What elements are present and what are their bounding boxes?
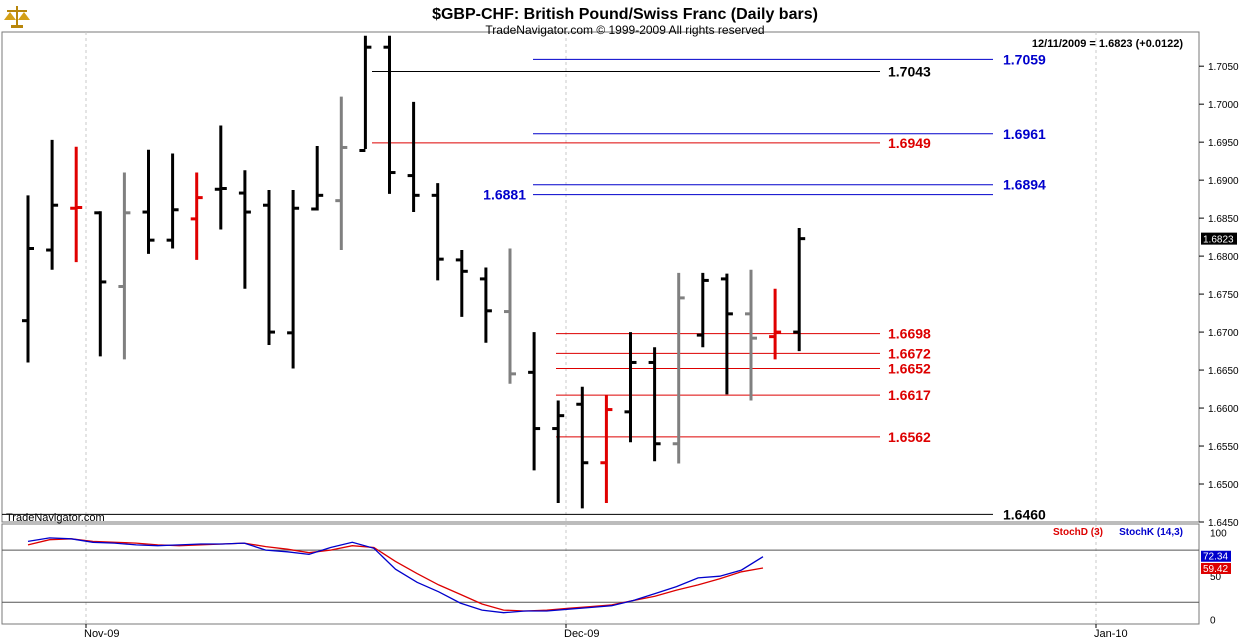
ohlc-bars (22, 35, 806, 509)
ohlc-bar (118, 172, 131, 360)
ohlc-bar (46, 139, 59, 270)
ohlc-bar (455, 250, 468, 317)
stoch-k-line (27, 537, 764, 614)
ohlc-bar (22, 195, 34, 363)
ohlc-bar (552, 400, 565, 504)
y-tick-label: 1.6650 (1208, 366, 1239, 377)
y-tick-label: 1.6700 (1208, 328, 1239, 339)
stoch-k-legend: StochK (14,3) (1119, 527, 1183, 538)
level-label: 1.7059 (1003, 51, 1046, 67)
level-label: 1.6460 (1003, 506, 1046, 522)
ohlc-bar (431, 183, 444, 281)
ohlc-bar (383, 35, 396, 194)
watermark: TradeNavigator.com (6, 512, 105, 524)
ohlc-bar (94, 211, 107, 357)
chart-title: $GBP-CHF: British Pound/Swiss Franc (Dai… (432, 6, 818, 23)
y-tick-label: 1.6550 (1208, 442, 1239, 453)
ohlc-bar (769, 288, 782, 360)
y-tick-label: 1.7050 (1208, 62, 1239, 73)
level-label: 1.6652 (888, 361, 931, 377)
y-tick-label: 1.6600 (1208, 404, 1239, 415)
ohlc-bar (166, 153, 179, 249)
ohlc-bar (311, 145, 324, 211)
ohlc-bar (504, 248, 516, 384)
last-quote: 12/11/2009 = 1.6823 (+0.0122) (1032, 38, 1183, 50)
x-tick-label: Nov-09 (84, 628, 119, 640)
y-tick-label: 1.7000 (1208, 100, 1239, 111)
stoch-d-legend: StochD (3) (1053, 527, 1103, 538)
stoch-d-value-box (1201, 562, 1231, 574)
price-levels: 1.7059 1.7043 1.6961 1.6949 1.6894 1.6881 1.66… (2, 51, 1046, 522)
ohlc-bar (479, 267, 492, 343)
ohlc-bar (648, 347, 661, 462)
level-label: 1.6698 (888, 326, 931, 342)
ohlc-bar (359, 35, 372, 153)
level-label: 1.6672 (888, 345, 931, 361)
indicator-panel-frame (1, 523, 1200, 625)
x-tick-label: Jan-10 (1094, 628, 1128, 640)
price-axis: 1.7050 1.7000 1.6950 1.6900 1.6850 1.6800 1.67… (1199, 62, 1239, 529)
stoch-k-value-box (1201, 550, 1231, 562)
ohlc-bar (70, 146, 83, 263)
level-label: 1.6949 (888, 135, 931, 151)
y-tick-label: 1.6900 (1208, 176, 1239, 187)
y-tick-label: 1.6750 (1208, 290, 1239, 301)
stoch-d-value: 59.42 (1203, 564, 1228, 575)
ohlc-bar (696, 272, 709, 348)
ohlc-bar (214, 125, 227, 230)
ohlc-bar (335, 96, 348, 251)
level-label: 1.6894 (1003, 177, 1046, 193)
ohlc-bar (624, 332, 637, 443)
level-label: 1.7043 (888, 64, 931, 80)
ohlc-bar (720, 273, 733, 395)
level-label: 1.6562 (888, 429, 931, 445)
level-label: 1.6881 (483, 187, 526, 203)
ohlc-bar (263, 190, 275, 345)
scale-logo-icon (2, 2, 32, 30)
date-axis: Nov-09 Dec-09 Jan-10 (84, 624, 1128, 640)
stoch-y-tick-label: 100 (1210, 529, 1227, 540)
ohlc-bar (190, 172, 203, 260)
y-tick-label: 1.6450 (1208, 518, 1239, 529)
last-price-box (1201, 232, 1237, 245)
level-label: 1.6961 (1003, 126, 1046, 142)
last-price-label: 1.6823 (1203, 235, 1234, 246)
ohlc-bar (672, 272, 685, 464)
ohlc-bar (745, 269, 757, 401)
y-tick-label: 1.6850 (1208, 214, 1239, 225)
y-tick-label: 1.6950 (1208, 138, 1239, 149)
ohlc-bar (576, 386, 589, 509)
copyright-notice: TradeNavigator.com © 1999-2009 All right… (485, 23, 764, 37)
ohlc-bar (407, 101, 420, 213)
stoch-y-tick-label: 50 (1210, 572, 1222, 583)
stoch-y-tick-label: 0 (1210, 616, 1216, 627)
ohlc-bar (142, 149, 155, 254)
price-panel-frame (1, 31, 1200, 523)
ohlc-bar (528, 332, 541, 471)
ohlc-bar (600, 395, 613, 504)
ohlc-bar (287, 190, 300, 369)
stoch-k-value: 72.34 (1203, 552, 1228, 563)
level-label: 1.6617 (888, 387, 931, 403)
y-tick-label: 1.6500 (1208, 480, 1239, 491)
x-tick-label: Dec-09 (564, 628, 599, 640)
ohlc-bar (238, 170, 251, 289)
ohlc-bar (793, 228, 806, 352)
stoch-d-line (27, 538, 764, 612)
y-tick-label: 1.6800 (1208, 252, 1239, 263)
